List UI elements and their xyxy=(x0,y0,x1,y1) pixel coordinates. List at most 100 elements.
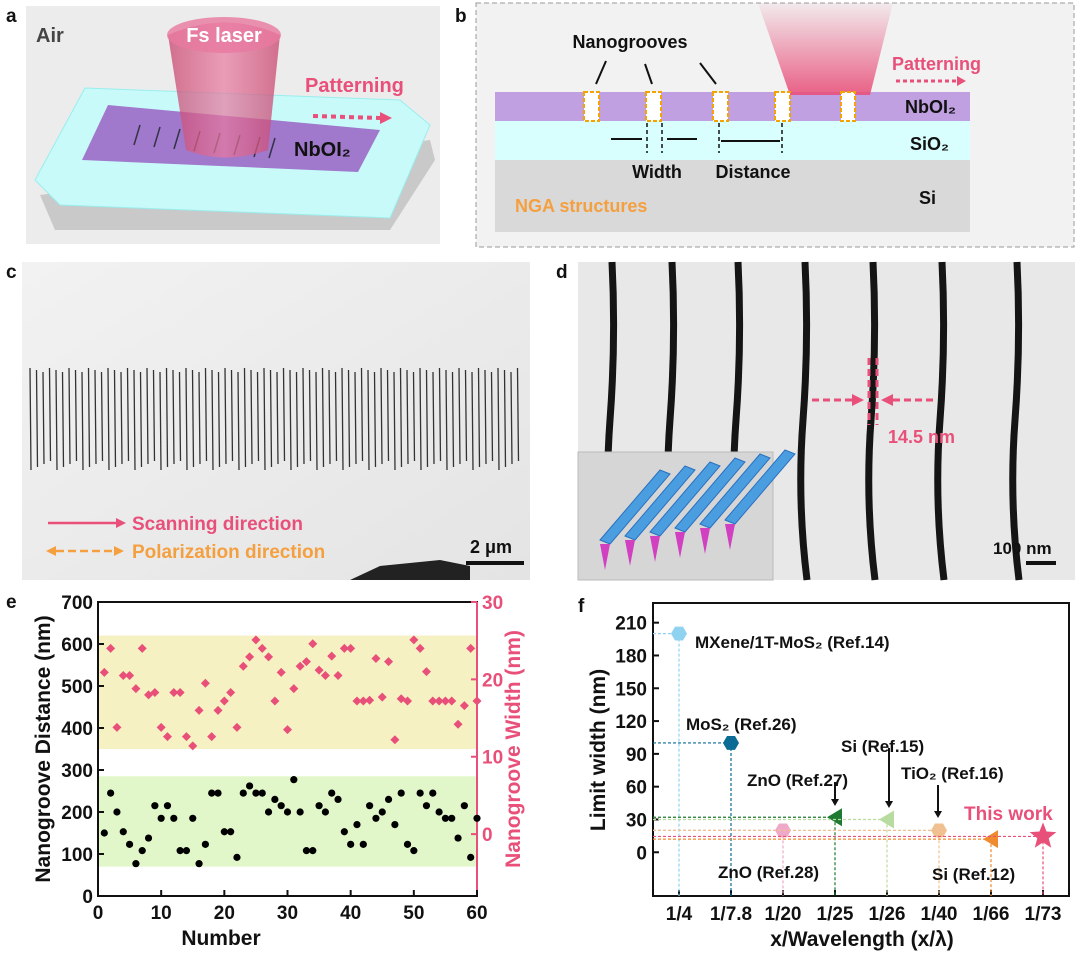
e-width-point xyxy=(447,696,457,706)
e-distance-point xyxy=(410,847,418,855)
e-distance-point xyxy=(302,847,311,855)
e-width-point xyxy=(257,643,267,653)
patterning-arrow-icon xyxy=(312,114,381,120)
nanogroove xyxy=(172,369,175,465)
nanogroove xyxy=(373,371,377,468)
nanogroove xyxy=(432,371,435,465)
nanogroove xyxy=(42,371,45,465)
nanogroove xyxy=(204,367,208,462)
f-x-tick-label: 1/25 xyxy=(817,904,854,925)
f-point-label: ZnO (Ref.28) xyxy=(718,863,819,882)
e-x-tick-label: 40 xyxy=(340,903,361,924)
afm-ridge xyxy=(674,457,746,533)
nanogroove xyxy=(386,369,390,462)
nanogroove xyxy=(276,371,279,465)
nanogroove xyxy=(120,371,123,465)
e-width-point xyxy=(314,665,324,675)
afm-ridge xyxy=(649,461,721,537)
nanogroove xyxy=(256,371,260,462)
patterning-label-b: Patterning xyxy=(892,54,981,74)
width-label: Width xyxy=(632,162,682,182)
e-distance-point xyxy=(151,802,159,810)
width-measure-label: 14.5 nm xyxy=(888,427,955,447)
e-distance-point xyxy=(366,802,374,810)
nanogroove xyxy=(217,371,221,468)
e-distance-point xyxy=(429,789,437,797)
nanogroove xyxy=(48,367,52,462)
e-width-point xyxy=(453,719,463,729)
e-distance-point xyxy=(252,789,260,797)
panel-c: c Scanning direction Polarization direct… xyxy=(6,262,530,580)
f-point-label: This work xyxy=(964,804,1053,825)
e-width-point xyxy=(358,696,368,706)
e-distance-point xyxy=(328,789,336,797)
e-width-point xyxy=(365,695,375,705)
e-y-tick-label: 300 xyxy=(61,761,93,782)
e-distance-point xyxy=(189,814,197,822)
e-distance-point xyxy=(144,834,153,842)
f-x-tick-label: 1/26 xyxy=(869,904,906,925)
e-width-point xyxy=(106,643,116,653)
e-width-point xyxy=(327,651,337,661)
afm-ridge xyxy=(624,465,696,541)
e-width-point xyxy=(434,696,444,706)
e-y-tick-label: 400 xyxy=(61,719,93,740)
e-width-point xyxy=(421,667,431,677)
e-distance-point xyxy=(290,776,298,784)
e-distance-point xyxy=(391,821,399,829)
nanogroove xyxy=(289,369,292,471)
f-point-hexagon xyxy=(931,823,947,838)
nanogroove xyxy=(243,367,247,468)
nanogroove xyxy=(399,367,403,468)
nanogroove xyxy=(191,369,195,468)
e-width-point xyxy=(308,639,318,649)
f-y-tick-label: 90 xyxy=(626,745,647,766)
e-width-point xyxy=(213,705,223,715)
nanogroove xyxy=(347,369,351,468)
f-annotation-arrow-head-icon xyxy=(831,799,839,806)
e-distance-point xyxy=(258,789,266,797)
e-distance-point xyxy=(157,814,165,822)
e-distance-point xyxy=(246,782,254,790)
e-distance-point xyxy=(378,808,386,816)
panel-a-label: a xyxy=(6,6,17,27)
nanogroove xyxy=(503,369,507,468)
f-point-triangle xyxy=(879,810,894,829)
e-x-tick-label: 60 xyxy=(466,903,487,924)
e-width-point xyxy=(270,696,280,706)
nanogroove xyxy=(393,371,396,471)
e-width-point xyxy=(301,657,311,667)
e-y-tick-label: 0 xyxy=(82,887,93,908)
nanogroove xyxy=(445,369,448,471)
nanogroove xyxy=(94,369,97,465)
f-point-hexagon xyxy=(723,736,739,750)
e-width-point xyxy=(289,684,299,694)
material-label: NbOI₂ xyxy=(294,139,351,161)
e-distance-point xyxy=(473,814,481,822)
scanning-direction-label: Scanning direction xyxy=(132,514,303,535)
e-width-point xyxy=(333,671,343,680)
e-width-point xyxy=(226,688,236,698)
e-distance-point xyxy=(170,814,178,822)
nanogroove xyxy=(269,369,273,468)
nanogroove xyxy=(87,367,91,468)
e-distance-point xyxy=(384,795,393,804)
debris xyxy=(350,560,470,580)
e-distance-point xyxy=(195,860,203,868)
e-y2-axis-title: Nanogroove Width (nm) xyxy=(502,630,525,868)
f-point-star xyxy=(1029,822,1057,848)
nanogroove xyxy=(471,371,474,471)
polarization-arrow-right-icon xyxy=(114,546,124,556)
nanogroove xyxy=(55,369,58,471)
afm-ridge xyxy=(724,449,796,525)
e-distance-point xyxy=(416,789,424,797)
e-width-point xyxy=(409,635,419,645)
nanogroove xyxy=(302,367,305,465)
e-width-point xyxy=(264,652,274,662)
e-distance-point xyxy=(138,847,146,855)
nanogroove-markers xyxy=(583,91,856,122)
laser-beam-top xyxy=(167,17,281,53)
afm-groove-tip xyxy=(650,536,660,562)
nanogroove-line xyxy=(1009,261,1023,581)
e-distance-point xyxy=(347,840,355,848)
